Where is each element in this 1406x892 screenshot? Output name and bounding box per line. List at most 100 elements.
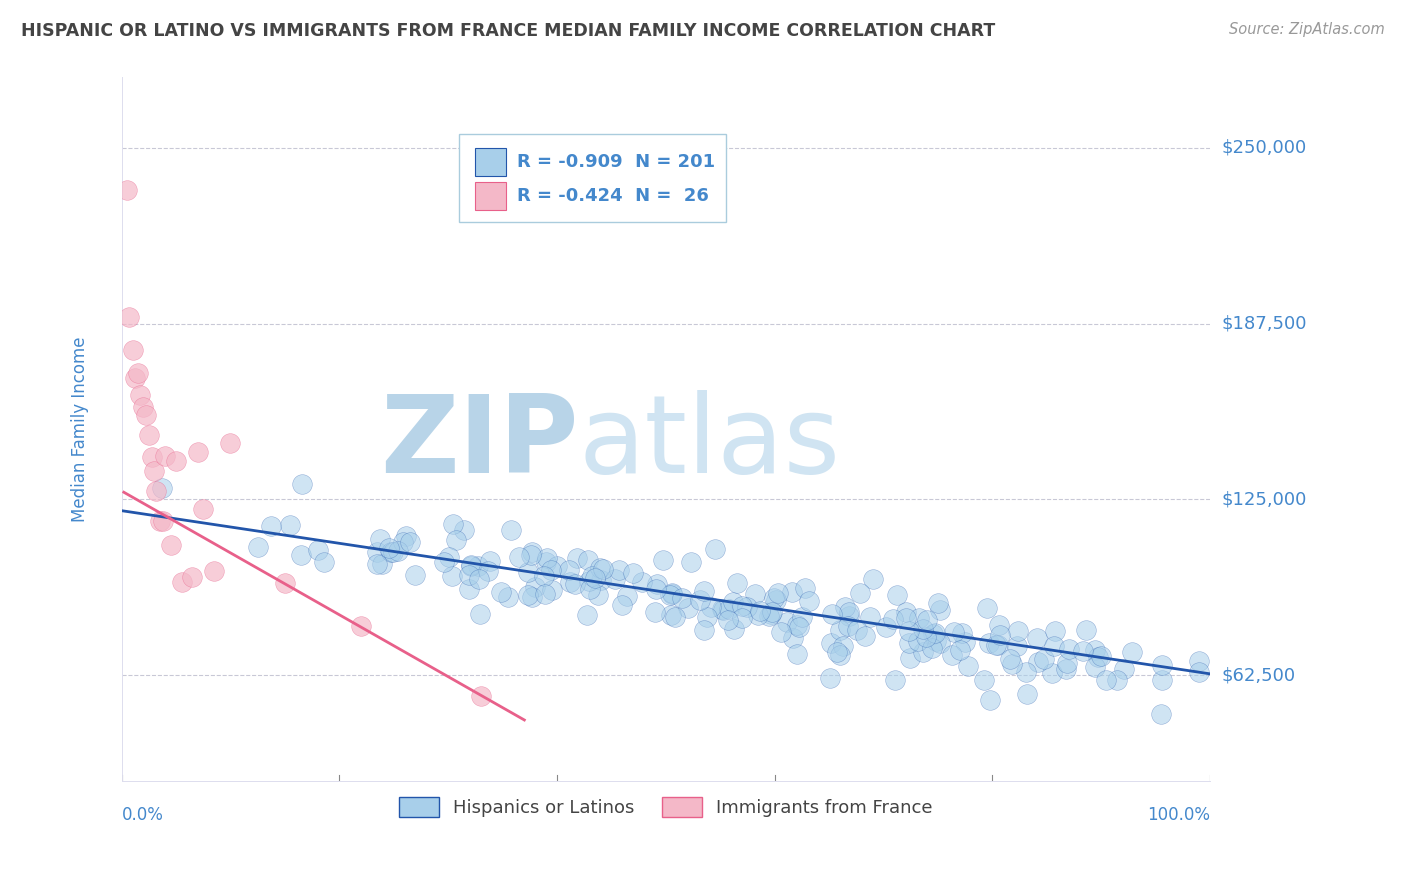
- Point: [202, 564, 225, 578]
- Point: [517, 588, 540, 602]
- Point: [314, 555, 336, 569]
- Point: [404, 567, 426, 582]
- Point: [508, 550, 530, 565]
- Point: [922, 627, 945, 641]
- Point: [647, 577, 669, 591]
- Point: [1084, 643, 1107, 657]
- Point: [170, 575, 193, 590]
- Text: R = -0.424  N =  26: R = -0.424 N = 26: [517, 186, 709, 204]
- Point: [765, 592, 787, 607]
- Point: [794, 581, 817, 595]
- Point: [150, 481, 173, 495]
- Point: [366, 545, 388, 559]
- Point: [567, 550, 589, 565]
- Point: [749, 604, 772, 618]
- Point: [711, 603, 734, 617]
- Point: [762, 591, 785, 606]
- Point: [827, 645, 849, 659]
- Point: [766, 586, 789, 600]
- Point: [558, 575, 581, 590]
- Point: [725, 576, 748, 591]
- Point: [886, 588, 908, 602]
- Point: [821, 607, 844, 622]
- Point: [457, 582, 479, 596]
- Point: [478, 554, 501, 568]
- Point: [907, 634, 929, 648]
- Point: [912, 622, 935, 636]
- Point: [540, 564, 562, 578]
- Point: [658, 588, 681, 602]
- Point: [731, 599, 754, 613]
- Point: [831, 639, 853, 653]
- Point: [159, 539, 181, 553]
- Point: [583, 571, 606, 585]
- Point: [350, 619, 373, 633]
- Point: [1188, 654, 1211, 668]
- Point: [291, 476, 314, 491]
- Legend: Hispanics or Latinos, Immigrants from France: Hispanics or Latinos, Immigrants from Fr…: [392, 790, 939, 824]
- Point: [883, 673, 905, 687]
- Point: [696, 610, 718, 624]
- Point: [927, 596, 949, 610]
- Point: [460, 558, 482, 573]
- Point: [588, 588, 610, 602]
- Point: [520, 545, 543, 559]
- Point: [671, 591, 693, 606]
- Point: [458, 567, 481, 582]
- Text: 0.0%: 0.0%: [122, 806, 163, 824]
- Point: [828, 624, 851, 638]
- Point: [1149, 707, 1171, 722]
- Point: [898, 624, 921, 638]
- Point: [679, 555, 702, 569]
- Point: [564, 577, 586, 591]
- Point: [391, 534, 413, 549]
- Point: [141, 450, 163, 465]
- Point: [929, 636, 952, 650]
- Point: [780, 585, 803, 599]
- Point: [246, 540, 269, 554]
- Point: [1040, 665, 1063, 680]
- Point: [907, 611, 929, 625]
- Point: [1095, 673, 1118, 688]
- Point: [149, 514, 172, 528]
- Text: $250,000: $250,000: [1222, 139, 1306, 157]
- Point: [894, 605, 917, 619]
- Point: [366, 557, 388, 571]
- Point: [605, 572, 627, 586]
- Point: [998, 652, 1021, 666]
- Point: [953, 635, 976, 649]
- Point: [786, 617, 808, 632]
- Point: [387, 544, 409, 558]
- Point: [441, 517, 464, 532]
- Point: [846, 624, 869, 638]
- Point: [381, 545, 404, 559]
- Point: [769, 624, 792, 639]
- FancyBboxPatch shape: [458, 134, 725, 221]
- Point: [589, 561, 612, 575]
- Point: [900, 651, 922, 665]
- Point: [882, 612, 904, 626]
- Text: $125,000: $125,000: [1222, 491, 1306, 508]
- Point: [921, 641, 943, 656]
- Text: 100.0%: 100.0%: [1147, 806, 1211, 824]
- Point: [717, 614, 740, 628]
- Point: [121, 343, 143, 358]
- Point: [731, 611, 754, 625]
- Point: [1107, 673, 1129, 687]
- Point: [897, 636, 920, 650]
- Point: [915, 631, 938, 645]
- Point: [520, 548, 543, 562]
- Point: [828, 648, 851, 662]
- Point: [644, 582, 666, 597]
- Point: [1150, 673, 1173, 688]
- Point: [929, 603, 952, 617]
- Point: [664, 610, 686, 624]
- Point: [118, 310, 141, 324]
- Point: [1076, 624, 1098, 638]
- Point: [467, 558, 489, 573]
- Point: [859, 610, 882, 624]
- Point: [370, 533, 392, 547]
- Point: [371, 558, 394, 572]
- Point: [988, 617, 1011, 632]
- Point: [1087, 649, 1109, 664]
